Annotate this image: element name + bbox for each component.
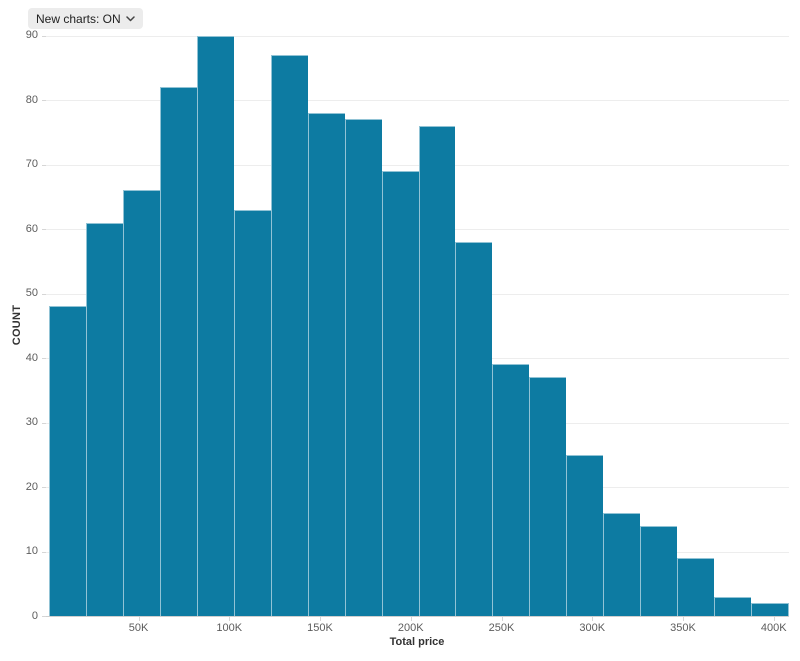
y-tick-mark	[42, 422, 46, 424]
x-tick-mark	[683, 616, 684, 621]
y-gridline	[46, 35, 789, 37]
x-axis-title: Total price	[389, 636, 445, 648]
y-tick-label: 60	[25, 222, 38, 235]
x-tick-label: 350K	[670, 622, 696, 634]
histogram-bar[interactable]	[603, 512, 641, 616]
histogram-bar[interactable]	[640, 525, 678, 616]
x-tick-mark	[592, 616, 594, 621]
y-axis-title: COUNT	[11, 304, 23, 346]
x-tick-label: 400K	[760, 622, 787, 634]
histogram-bar[interactable]	[492, 364, 530, 616]
y-tick-label: 80	[25, 93, 38, 106]
new-charts-dropdown[interactable]: New charts: ON	[28, 8, 143, 29]
histogram-bar[interactable]	[307, 112, 345, 616]
histogram-bar[interactable]	[714, 596, 752, 616]
x-tick-label: 300K	[579, 622, 606, 634]
y-tick-mark	[42, 358, 46, 359]
histogram-bar[interactable]	[270, 54, 308, 616]
histogram-bar[interactable]	[344, 119, 382, 616]
x-tick-mark	[320, 616, 321, 621]
y-tick-mark	[42, 293, 46, 295]
histogram-bar[interactable]	[196, 35, 234, 616]
y-tick-label: 40	[25, 351, 38, 364]
y-tick-mark	[42, 487, 46, 488]
histogram-bar[interactable]	[566, 454, 604, 616]
y-tick-label: 10	[25, 545, 38, 557]
histogram-bar[interactable]	[49, 306, 86, 616]
x-tick-label: 250K	[488, 622, 515, 634]
histogram-bar[interactable]	[122, 190, 160, 616]
x-tick-mark	[229, 616, 231, 621]
y-tick-mark	[42, 616, 46, 617]
histogram-bar[interactable]	[529, 377, 567, 616]
histogram-bar[interactable]	[677, 557, 715, 616]
x-tick-label: 100K	[216, 622, 243, 634]
x-tick-label: 50K	[128, 622, 149, 634]
histogram-bar[interactable]	[233, 209, 271, 616]
x-tick-mark	[773, 616, 775, 621]
histogram-bar[interactable]	[85, 222, 123, 616]
histogram-bar[interactable]	[418, 125, 456, 616]
y-tick-label: 70	[25, 158, 38, 170]
histogram-bar[interactable]	[381, 170, 419, 616]
x-tick-mark	[410, 616, 412, 621]
chevron-down-icon	[125, 15, 135, 21]
histogram-bar[interactable]	[159, 87, 197, 616]
histogram-bar[interactable]	[455, 241, 493, 616]
y-tick-mark	[42, 164, 46, 166]
y-tick-label: 30	[25, 416, 38, 428]
x-tick-label: 200K	[397, 622, 424, 634]
y-tick-label: 50	[25, 287, 38, 299]
y-tick-mark	[42, 35, 46, 37]
bars-group	[49, 35, 790, 616]
histogram-bar[interactable]	[751, 603, 790, 616]
x-tick-label: 150K	[307, 622, 333, 634]
y-gridline	[46, 100, 789, 101]
y-tick-label: 90	[25, 29, 38, 41]
y-tick-label: 20	[25, 480, 38, 493]
x-tick-mark	[501, 616, 503, 621]
y-tick-mark	[42, 551, 46, 553]
new-charts-label: New charts: ON	[36, 11, 121, 26]
y-tick-label: 0	[31, 609, 38, 622]
x-axis-line	[46, 616, 789, 617]
y-tick-mark	[42, 229, 46, 230]
y-gridline	[46, 164, 789, 166]
y-tick-mark	[42, 100, 46, 101]
x-tick-mark	[138, 616, 140, 621]
